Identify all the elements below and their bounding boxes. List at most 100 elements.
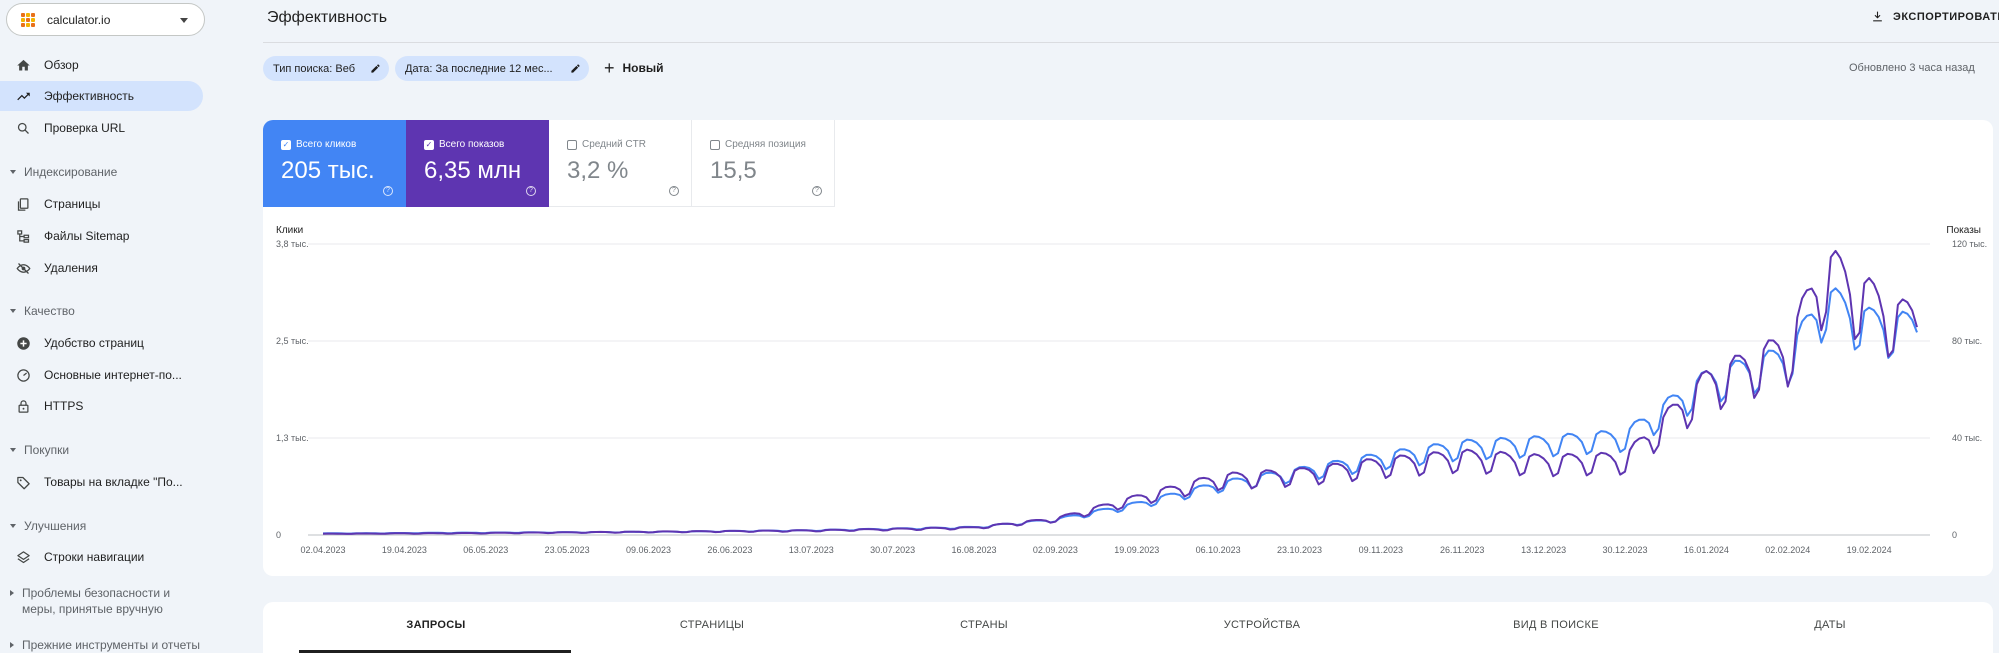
checkbox-unchecked-icon[interactable]: [710, 139, 720, 150]
help-icon[interactable]: ?: [812, 186, 822, 196]
property-logo-icon: [21, 12, 35, 27]
help-icon[interactable]: ?: [526, 186, 536, 196]
sidebar-item-pages[interactable]: Страницы: [0, 189, 203, 219]
search-icon: [17, 122, 29, 134]
metric-label: Средняя позиция: [725, 139, 806, 150]
metric-value: 205 тыс.: [281, 157, 375, 184]
sidebar-item-https[interactable]: HTTPS: [0, 391, 203, 421]
checkbox-checked-icon[interactable]: ✓: [424, 139, 434, 150]
chip-label: Дата: За последние 12 мес...: [405, 62, 553, 75]
x-axis-tick: 02.09.2023: [1033, 545, 1078, 555]
page-title: Эффективность: [267, 9, 388, 26]
sidebar-section-legacy-tools[interactable]: Прежние инструменты и отчеты: [10, 638, 200, 652]
metric-total-impressions[interactable]: ✓ Всего показов 6,35 млн ?: [406, 120, 549, 207]
metric-label: Всего показов: [439, 139, 505, 150]
checkbox-unchecked-icon[interactable]: [567, 139, 577, 150]
right-axis-tick: 120 тыс.: [1952, 239, 1987, 249]
checkbox-checked-icon[interactable]: ✓: [281, 139, 291, 150]
help-icon[interactable]: ?: [669, 186, 679, 196]
sidebar-item-label: Строки навигации: [44, 550, 145, 564]
tab-pages[interactable]: СТРАНИЦЫ: [679, 619, 745, 631]
new-filter-label: Новый: [622, 61, 664, 75]
home-icon: [17, 59, 30, 70]
sidebar: calculator.io Обзор Эффективность Провер…: [0, 0, 208, 653]
property-name: calculator.io: [47, 12, 111, 27]
dropdown-caret-icon: [180, 18, 188, 23]
tab-dates[interactable]: ДАТЫ: [1814, 619, 1846, 631]
sitemap-icon: [17, 229, 30, 243]
metric-value: 6,35 млн: [424, 157, 522, 184]
removals-icon: [16, 262, 31, 274]
sidebar-item-url-inspection[interactable]: Проверка URL: [0, 113, 203, 143]
tab-search-appearance[interactable]: ВИД В ПОИСКЕ: [1513, 619, 1599, 631]
page-experience-icon: [17, 336, 30, 350]
performance-chart[interactable]: 0 0 1,3 тыс. 40 тыс. 2,5 тыс. 80 тыс. 3,8 тыс.…: [263, 220, 1993, 576]
sidebar-item-label: Эффективность: [44, 89, 135, 103]
sidebar-item-label: Проверка URL: [44, 121, 126, 135]
tag-icon: [17, 476, 30, 489]
new-filter-button[interactable]: + Новый: [604, 59, 664, 77]
x-axis-tick: 19.09.2023: [1114, 545, 1159, 555]
x-axis-tick: 16.08.2023: [951, 545, 996, 555]
tab-countries[interactable]: СТРАНЫ: [960, 619, 1008, 631]
sidebar-item-label: Товары на вкладке "По...: [44, 475, 183, 489]
sidebar-item-removals[interactable]: Удаления: [0, 253, 203, 283]
sidebar-section-indexing[interactable]: Индексирование: [10, 165, 117, 179]
left-axis-tick: 2,5 тыс.: [276, 336, 309, 346]
metric-label: Всего кликов: [296, 139, 357, 150]
tab-queries[interactable]: ЗАПРОСЫ: [406, 619, 466, 631]
help-icon[interactable]: ?: [383, 186, 393, 196]
x-axis-tick: 30.12.2023: [1602, 545, 1647, 555]
section-label: Качество: [24, 304, 75, 318]
collapse-arrow-icon: [10, 524, 16, 528]
x-axis-tick: 26.06.2023: [707, 545, 752, 555]
metric-total-clicks[interactable]: ✓ Всего кликов 205 тыс. ?: [263, 120, 406, 207]
left-axis-tick: 0: [276, 530, 281, 540]
metric-value: 3,2 %: [567, 157, 629, 184]
sidebar-section-security[interactable]: Проблемы безопасности и меры, принятые в…: [10, 585, 185, 617]
edit-pencil-icon[interactable]: [370, 63, 381, 74]
export-button[interactable]: ЭКСПОРТИРОВАТЬ: [1871, 10, 1999, 23]
sidebar-item-sitemaps[interactable]: Файлы Sitemap: [0, 221, 203, 251]
sidebar-item-label: Удаления: [44, 261, 98, 275]
x-axis-tick: 19.04.2023: [382, 545, 427, 555]
metric-average-ctr[interactable]: Средний CTR 3,2 % ?: [549, 120, 692, 207]
trending-up-icon: [17, 92, 30, 100]
performance-card: ✓ Всего кликов 205 тыс. ? ✓ Всего показов …: [263, 120, 1993, 576]
metric-value: 15,5: [710, 157, 757, 184]
sidebar-item-product-snippets[interactable]: Товары на вкладке "По...: [0, 467, 203, 497]
metric-label: Средний CTR: [582, 139, 646, 150]
metric-average-position[interactable]: Средняя позиция 15,5 ?: [692, 120, 835, 207]
section-label: Индексирование: [24, 165, 118, 179]
x-axis-tick: 06.05.2023: [463, 545, 508, 555]
filter-chip-search-type[interactable]: Тип поиска: Веб: [263, 56, 389, 81]
expand-arrow-icon: [10, 590, 14, 596]
section-label: Покупки: [24, 443, 70, 457]
dimension-tabs: ЗАПРОСЫ СТРАНИЦЫ СТРАНЫ УСТРОЙСТВА ВИД В…: [263, 602, 1993, 653]
sidebar-item-breadcrumbs[interactable]: Строки навигации: [0, 542, 203, 572]
header-divider: [263, 42, 1999, 43]
download-icon: [1873, 11, 1882, 22]
collapse-arrow-icon: [10, 309, 16, 313]
filter-chip-date[interactable]: Дата: За последние 12 мес...: [395, 56, 589, 81]
right-axis-tick: 40 тыс.: [1952, 433, 1982, 443]
updated-status: Обновлено 3 часа назад: [1849, 62, 1975, 74]
x-axis-tick: 02.02.2024: [1765, 545, 1810, 555]
sidebar-section-enhancements[interactable]: Улучшения: [10, 519, 86, 533]
sidebar-item-label: Обзор: [44, 58, 79, 72]
sidebar-section-shopping[interactable]: Покупки: [10, 443, 69, 457]
edit-pencil-icon[interactable]: [570, 63, 581, 74]
x-axis-tick: 23.05.2023: [545, 545, 590, 555]
section-label: Проблемы безопасности и меры, принятые в…: [22, 586, 171, 616]
sidebar-item-overview[interactable]: Обзор: [0, 50, 203, 80]
sidebar-item-label: Основные интернет-по...: [44, 368, 182, 382]
right-axis-title: Показы: [1946, 225, 1981, 236]
sidebar-section-quality[interactable]: Качество: [10, 304, 75, 318]
property-selector[interactable]: calculator.io: [6, 3, 205, 36]
sidebar-item-performance[interactable]: Эффективность: [0, 81, 203, 111]
left-axis-tick: 1,3 тыс.: [276, 433, 309, 443]
pages-icon: [17, 197, 29, 211]
sidebar-item-page-experience[interactable]: Удобство страниц: [0, 328, 203, 358]
sidebar-item-core-web-vitals[interactable]: Основные интернет-по...: [0, 360, 203, 390]
tab-devices[interactable]: УСТРОЙСТВА: [1223, 619, 1301, 631]
